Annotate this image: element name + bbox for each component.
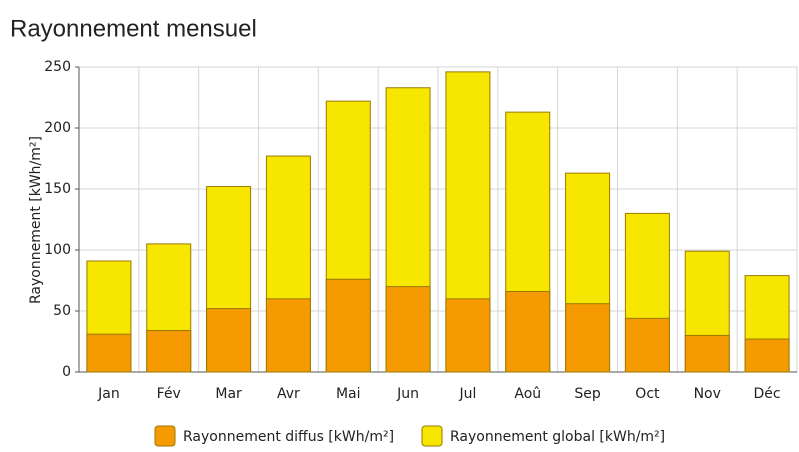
x-tick-label: Jun (396, 386, 419, 402)
y-tick-label: 100 (44, 242, 71, 258)
x-tick-label: Sep (574, 386, 601, 402)
bar (385, 286, 431, 373)
bar (206, 308, 252, 373)
x-tick-label: Jan (97, 386, 120, 402)
y-tick-label: 0 (62, 364, 71, 380)
legend-label: Rayonnement global [kWh/m²] (450, 429, 665, 445)
y-tick-label: 250 (44, 59, 71, 75)
x-tick-label: Nov (694, 386, 721, 402)
bar (744, 338, 790, 373)
bar (505, 290, 551, 373)
x-tick-label: Fév (157, 386, 181, 402)
bar (146, 330, 192, 373)
bar (86, 333, 132, 373)
bar (684, 334, 730, 373)
x-tick-label: Déc (754, 386, 781, 402)
y-axis-label: Rayonnement [kWh/m²] (28, 136, 44, 304)
legend-label: Rayonnement diffus [kWh/m²] (183, 429, 394, 445)
x-tick-label: Mar (215, 386, 242, 402)
bar (325, 278, 371, 373)
x-tick-label: Mai (336, 386, 361, 402)
x-tick-label: Aoû (514, 386, 541, 402)
bar (265, 298, 311, 373)
y-tick-label: 50 (53, 303, 71, 319)
bar (445, 298, 491, 373)
legend-swatch (421, 425, 443, 447)
bar (565, 303, 611, 373)
x-tick-label: Jul (458, 386, 476, 402)
bar (624, 317, 670, 373)
x-tick-label: Avr (277, 386, 300, 402)
y-tick-label: 150 (44, 181, 71, 197)
x-tick-label: Oct (635, 386, 660, 402)
y-tick-label: 200 (44, 120, 71, 136)
chart-title: Rayonnement mensuel (10, 15, 257, 42)
legend-swatch (154, 425, 176, 447)
